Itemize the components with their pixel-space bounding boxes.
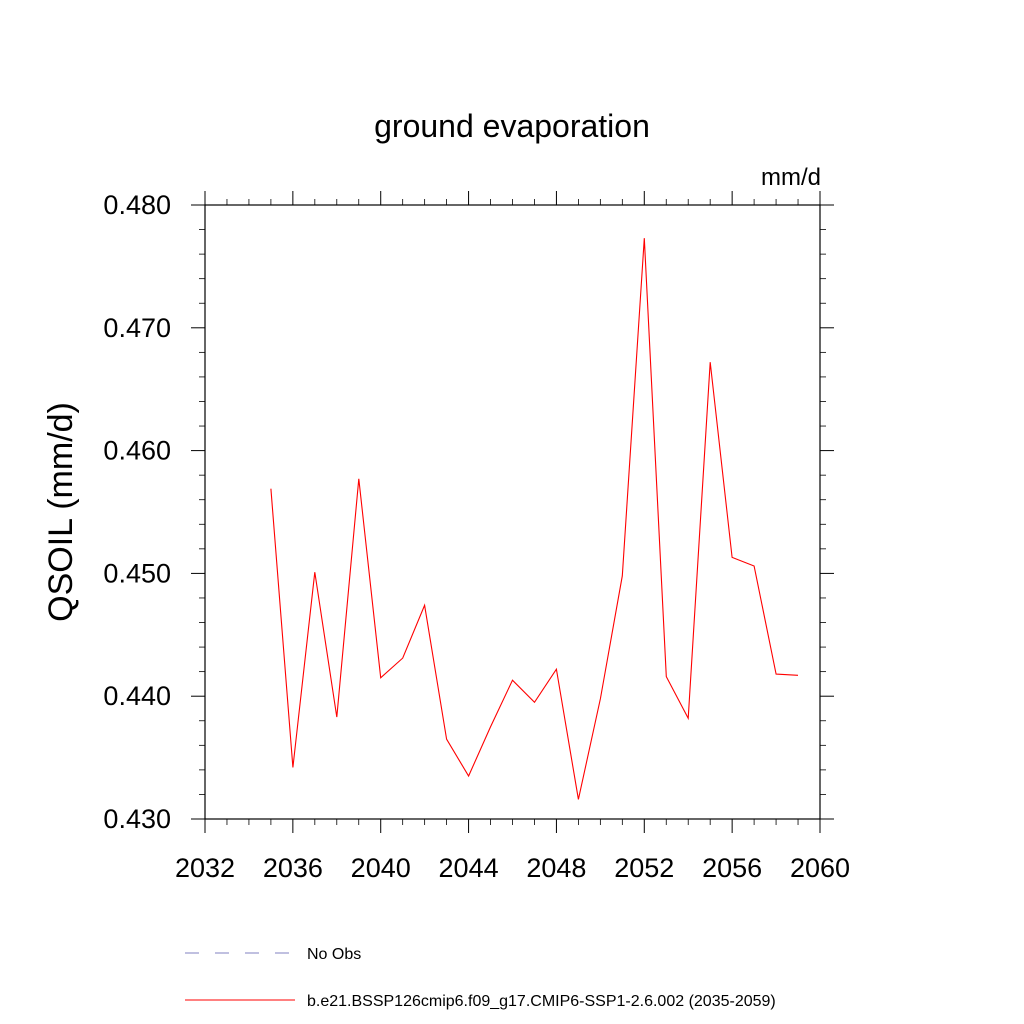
x-tick-label: 2060 bbox=[790, 853, 850, 883]
legend-label: b.e21.BSSP126cmip6.f09_g17.CMIP6-SSP1-2.… bbox=[307, 993, 776, 1010]
x-axis-ticks: 2032 2036 2040 2044 2048 2052 2056 2060 bbox=[175, 191, 850, 883]
legend: No Obs b.e21.BSSP126cmip6.f09_g17.CMIP6-S… bbox=[185, 946, 776, 1010]
chart-title: ground evaporation bbox=[374, 108, 650, 144]
y-tick-label: 0.430 bbox=[103, 804, 171, 834]
y-axis-ticks: 0.430 0.440 0.450 0.460 0.470 0.480 bbox=[103, 190, 834, 834]
series-line bbox=[270, 238, 799, 800]
x-tick-label: 2056 bbox=[702, 853, 762, 883]
y-tick-label: 0.470 bbox=[103, 313, 171, 343]
x-tick-label: 2040 bbox=[351, 853, 411, 883]
units-label: mm/d bbox=[761, 164, 821, 191]
y-axis-label: QSOIL (mm/d) bbox=[42, 402, 80, 622]
y-tick-label: 0.460 bbox=[103, 436, 171, 466]
x-tick-label: 2048 bbox=[526, 853, 586, 883]
y-tick-label: 0.440 bbox=[103, 681, 171, 711]
x-tick-label: 2036 bbox=[263, 853, 323, 883]
y-tick-label: 0.480 bbox=[103, 190, 171, 220]
x-tick-label: 2044 bbox=[439, 853, 499, 883]
legend-label: No Obs bbox=[307, 946, 361, 963]
x-tick-label: 2052 bbox=[614, 853, 674, 883]
series-layer bbox=[270, 238, 799, 800]
y-tick-label: 0.450 bbox=[103, 558, 171, 588]
x-tick-label: 2032 bbox=[175, 853, 235, 883]
